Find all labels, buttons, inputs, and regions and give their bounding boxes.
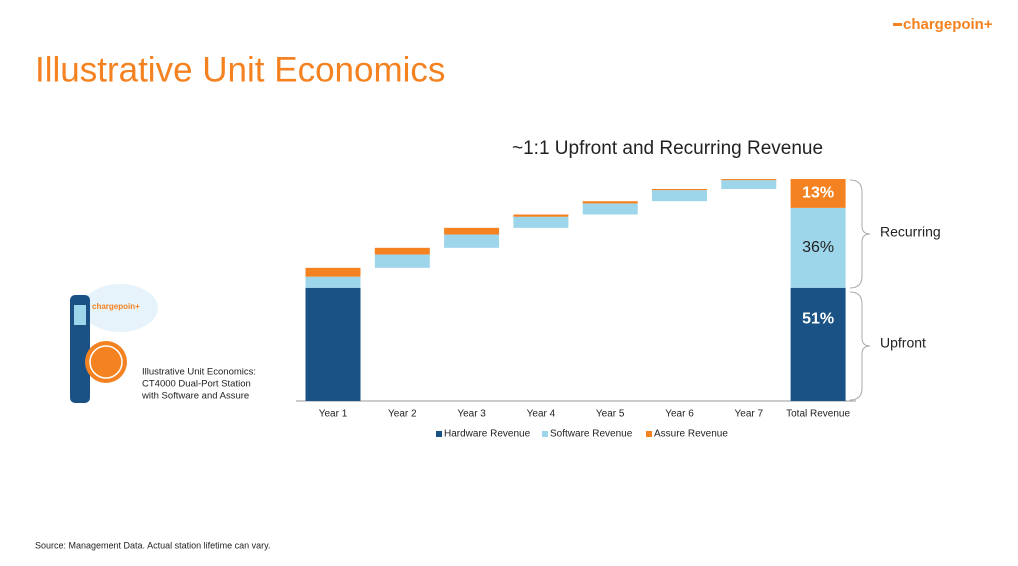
bar-segment — [305, 287, 361, 401]
bar-segment — [652, 190, 707, 202]
x-tick-label: Total Revenue — [786, 409, 850, 420]
data-label: 51% — [802, 311, 834, 328]
svg-text:chargepoin+: chargepoin+ — [92, 302, 140, 311]
legend-swatch — [542, 431, 548, 437]
bar-segment — [374, 247, 430, 255]
x-tick-label: Year 6 — [665, 409, 694, 420]
legend-label: Hardware Revenue — [444, 429, 531, 440]
source-note: Source: Management Data. Actual station … — [35, 540, 270, 550]
x-tick-label: Year 2 — [388, 409, 417, 420]
legend-label: Assure Revenue — [654, 429, 728, 440]
bar-segment — [305, 267, 361, 277]
bar-segment — [374, 254, 430, 268]
bar-segment — [444, 234, 500, 248]
x-tick-label: Year 5 — [596, 409, 625, 420]
total-segment — [790, 287, 846, 401]
logo: chargepoin+ — [903, 16, 993, 33]
legend-swatch — [646, 431, 652, 437]
total-segment — [790, 207, 846, 288]
caption: Illustrative Unit Economics: — [142, 367, 256, 378]
bar-segment — [305, 276, 361, 288]
logo-dash — [893, 23, 902, 26]
annotation: Recurring — [880, 224, 941, 240]
bar-segment — [513, 216, 569, 228]
slide-title: Illustrative Unit Economics — [35, 50, 445, 89]
caption: CT4000 Dual-Port Station — [142, 379, 251, 390]
x-tick-label: Year 1 — [319, 409, 348, 420]
x-tick-label: Year 4 — [527, 409, 556, 420]
bar-segment — [582, 203, 638, 215]
bar-segment — [652, 188, 707, 191]
bracket — [849, 291, 871, 401]
bracket — [849, 179, 871, 289]
legend-label: Software Revenue — [550, 429, 633, 440]
caption: with Software and Assure — [141, 391, 249, 402]
total-segment — [790, 179, 846, 208]
bar-segment — [721, 179, 777, 181]
bar-segment — [582, 201, 638, 204]
x-tick-label: Year 3 — [457, 409, 486, 420]
data-label: 13% — [802, 185, 834, 202]
legend-swatch — [436, 431, 442, 437]
data-label: 36% — [802, 239, 834, 256]
x-tick-label: Year 7 — [735, 409, 764, 420]
bar-segment — [721, 180, 777, 189]
station-icon: chargepoin+ — [70, 284, 158, 403]
bar-segment — [513, 214, 569, 217]
annotation: Upfront — [880, 335, 926, 351]
chart-title: ~1:1 Upfront and Recurring Revenue — [512, 138, 823, 159]
bar-segment — [444, 227, 500, 235]
